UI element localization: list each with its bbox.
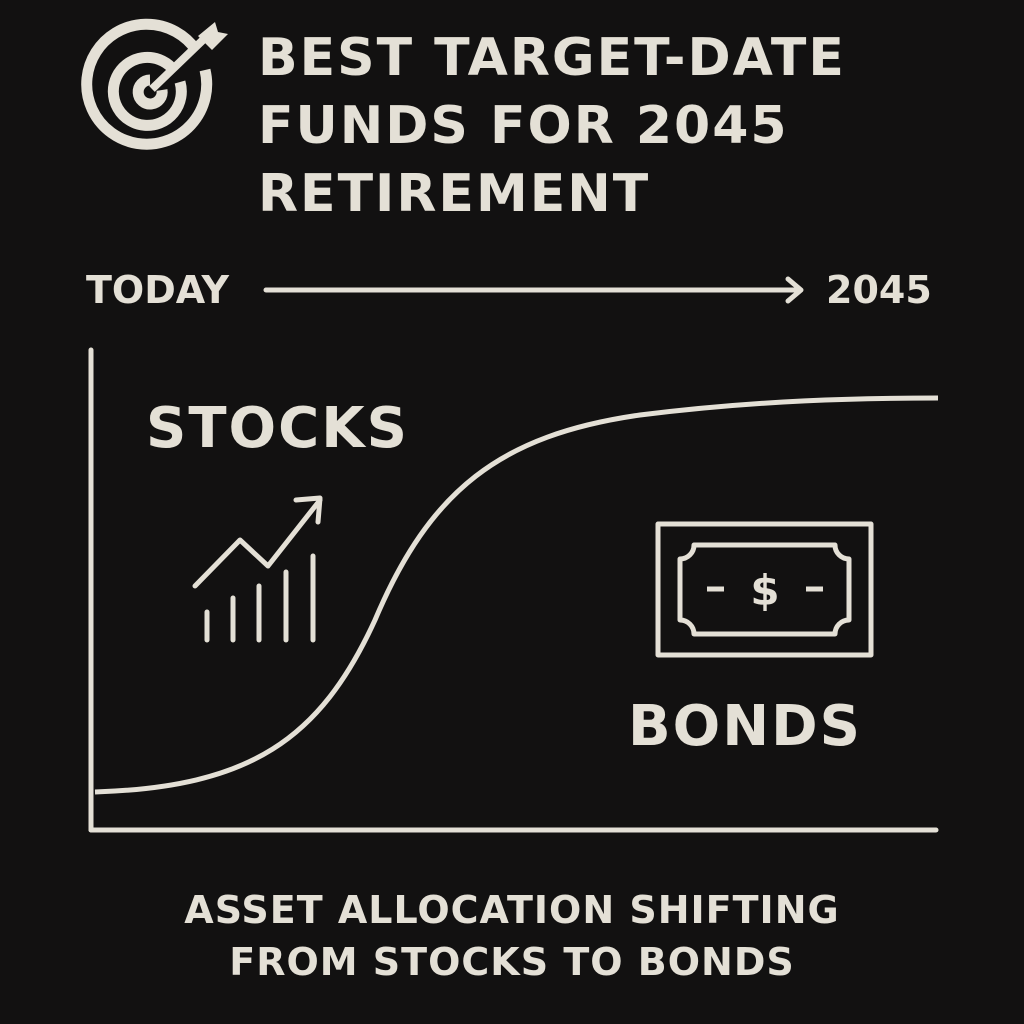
timeline-start-label: TODAY <box>86 268 230 312</box>
stocks-label: STOCKS <box>146 396 409 461</box>
dollar-sign: $ <box>750 566 779 615</box>
page-title: BEST TARGET-DATE FUNDS FOR 2045 RETIREME… <box>258 24 846 228</box>
title-line: FUNDS FOR 2045 <box>258 96 789 156</box>
timeline-arrow <box>263 276 804 304</box>
dollar-bill-icon: $ <box>655 521 874 658</box>
bar-chart-trend-up-icon <box>192 495 323 643</box>
bonds-label: BONDS <box>628 694 862 759</box>
caption-line: FROM STOCKS TO BONDS <box>229 940 795 984</box>
target-dart-icon <box>81 18 228 150</box>
allocation-curve <box>94 395 939 795</box>
timeline-end-label: 2045 <box>826 268 932 312</box>
chart-axes <box>88 347 939 833</box>
title-line: BEST TARGET-DATE <box>258 28 846 88</box>
caption-line: ASSET ALLOCATION SHIFTING <box>184 888 840 932</box>
caption: ASSET ALLOCATION SHIFTING FROM STOCKS TO… <box>0 884 1024 988</box>
title-line: RETIREMENT <box>258 164 651 224</box>
